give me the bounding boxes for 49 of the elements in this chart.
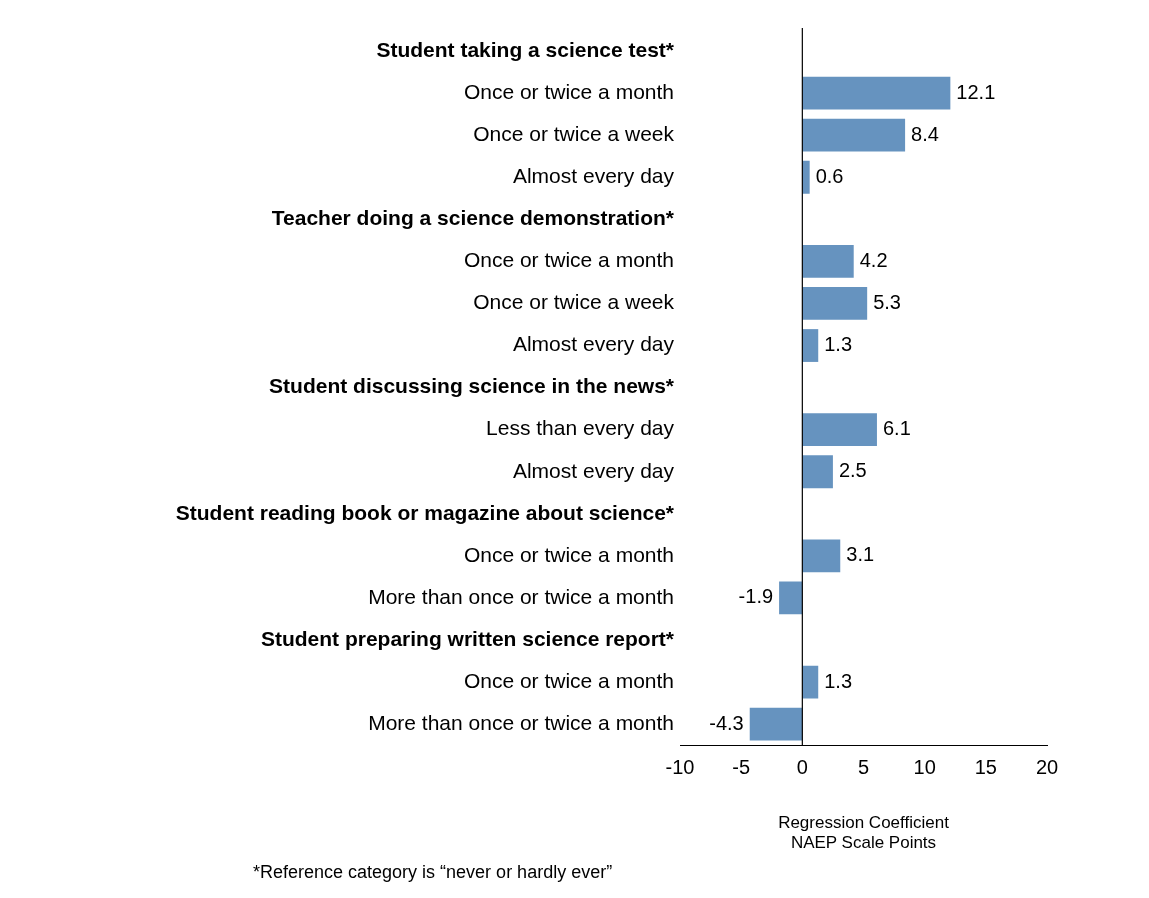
bar xyxy=(802,76,951,110)
x-tick-label: 15 xyxy=(974,755,997,778)
data-label: -4.3 xyxy=(709,711,744,734)
bar xyxy=(802,539,841,573)
bar xyxy=(802,329,819,362)
y-tick-label: Almost every day xyxy=(512,332,675,356)
x-tick-label: 5 xyxy=(857,755,870,778)
x-tick-label: -10 xyxy=(665,755,695,778)
bar xyxy=(802,118,906,152)
x-axis-title: Regression Coefficient NAEP Scale Points xyxy=(778,813,950,853)
data-label: 3.1 xyxy=(846,543,875,566)
bar xyxy=(802,287,868,320)
bar xyxy=(802,455,833,489)
data-label: 8.4 xyxy=(911,122,939,145)
y-tick-label: Student taking a science test* xyxy=(376,37,675,61)
y-tick-label: Teacher doing a science demonstration* xyxy=(271,206,675,230)
y-tick-label: Almost every day xyxy=(512,458,675,482)
bar xyxy=(802,413,877,447)
bar xyxy=(802,244,854,278)
y-tick-label: Student discussing science in the news* xyxy=(269,374,675,398)
y-tick-label: Almost every day xyxy=(512,164,675,188)
data-label: 2.5 xyxy=(838,459,867,482)
data-label: 5.3 xyxy=(873,290,901,313)
data-label: -1.9 xyxy=(738,585,774,608)
data-label: 6.1 xyxy=(882,417,911,440)
data-label: 0.6 xyxy=(815,164,844,187)
y-tick-label: Student preparing written science report* xyxy=(260,626,675,650)
x-tick-label: -5 xyxy=(732,755,751,778)
y-tick-label: Once or twice a week xyxy=(473,290,675,314)
data-label: 12.1 xyxy=(956,80,996,103)
y-tick-label: Once or twice a month xyxy=(463,542,674,566)
bar xyxy=(779,581,803,615)
y-tick-label: Once or twice a month xyxy=(463,248,674,272)
y-tick-label: More than once or twice a month xyxy=(368,584,674,608)
y-tick-label: More than once or twice a month xyxy=(368,710,674,734)
data-label: 1.3 xyxy=(824,333,853,356)
y-tick-label: Less than every day xyxy=(486,416,675,440)
y-tick-label: Student reading book or magazine about science* xyxy=(175,500,675,524)
text: *Reference category is “never or hardly ever” xyxy=(253,862,613,882)
bar xyxy=(802,665,819,699)
y-tick-label: Once or twice a month xyxy=(463,668,674,692)
data-label: 1.3 xyxy=(824,669,853,692)
x-tick-label: 20 xyxy=(1035,755,1059,778)
y-tick-label: Once or twice a week xyxy=(473,121,675,145)
x-tick-label: 10 xyxy=(913,755,936,778)
x-tick-label: 0 xyxy=(796,755,808,778)
y-tick-label: Once or twice a month xyxy=(463,79,674,103)
bar xyxy=(749,707,803,741)
data-label: 4.2 xyxy=(859,248,888,271)
